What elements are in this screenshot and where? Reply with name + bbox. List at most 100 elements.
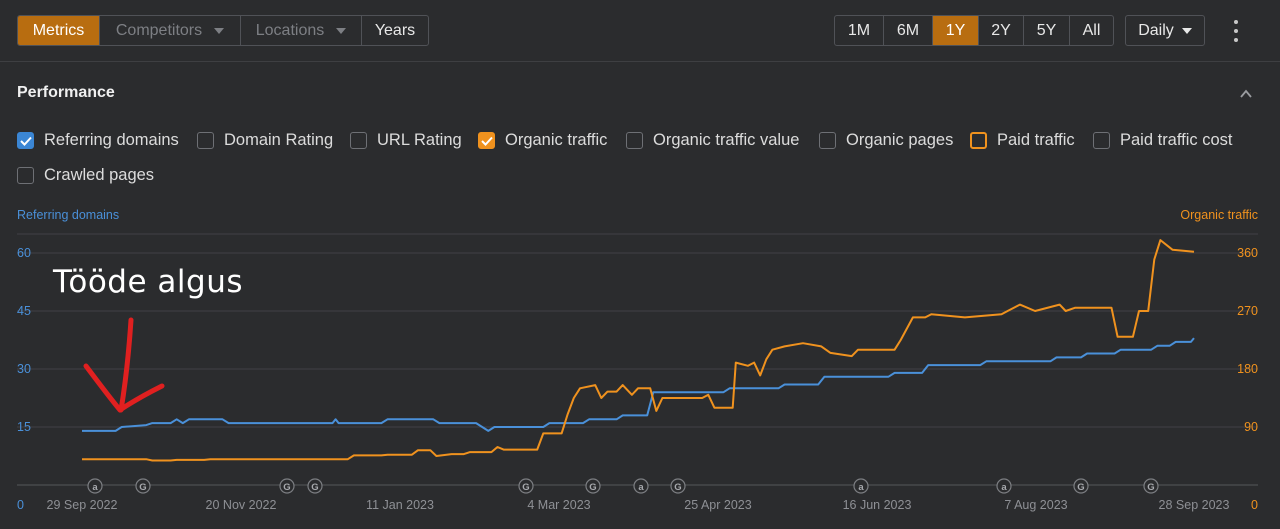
interval-dropdown[interactable]: Daily [1125, 15, 1205, 46]
tab-locations-label: Locations [255, 21, 325, 39]
event-marker-icon [518, 478, 534, 494]
checkbox-checked-icon [17, 132, 34, 149]
tab-metrics[interactable]: Metrics [18, 16, 100, 45]
tab-locations[interactable]: Locations [241, 16, 362, 45]
checkbox-checked-icon [478, 132, 495, 149]
tab-years[interactable]: Years [362, 16, 428, 45]
section-title: Performance [17, 84, 115, 101]
event-marker-icon [633, 478, 649, 494]
event-marker-label: G [311, 482, 318, 493]
x-tick-label: 16 Jun 2023 [843, 498, 912, 512]
checkbox-label: Crawled pages [44, 166, 155, 184]
event-marker-label: G [589, 482, 596, 493]
checkbox-label: Organic traffic value [653, 131, 800, 149]
checkbox-label: Organic traffic [505, 131, 608, 149]
event-marker-label: a [858, 482, 864, 493]
checkbox-unchecked-icon [626, 132, 643, 149]
right-tick-label: 360 [1237, 246, 1258, 260]
x-tick-label: 20 Nov 2022 [206, 498, 277, 512]
x-tick-label: 7 Aug 2023 [1004, 498, 1067, 512]
organic-traffic-line [82, 239, 1195, 462]
x-tick-label: 29 Sep 2022 [47, 498, 118, 512]
event-marker-icon [279, 478, 295, 494]
event-marker-icon [1143, 478, 1159, 494]
checkbox-unchecked-icon [197, 132, 214, 149]
right-axis-title: Organic traffic [1180, 208, 1258, 222]
checkbox-unchecked-icon [350, 132, 367, 149]
checkbox-unchecked-icon [819, 132, 836, 149]
checkbox-crawled-pages[interactable]: Crawled pages [17, 166, 154, 185]
event-marker-icon [87, 478, 103, 494]
checkbox-paid-traffic[interactable]: Paid traffic [970, 131, 1075, 150]
range-1y[interactable]: 1Y [933, 16, 979, 45]
referring-domains-line [82, 337, 1195, 432]
checkbox-domain-rating[interactable]: Domain Rating [197, 131, 333, 150]
checkbox-label: Paid traffic [997, 131, 1075, 149]
checkbox-unchecked-icon [17, 167, 34, 184]
x-tick-label: 25 Apr 2023 [684, 498, 751, 512]
metric-tabs: Metrics Competitors Locations Years [17, 15, 429, 46]
checkbox-label: Referring domains [44, 131, 179, 149]
x-tick-label: 4 Mar 2023 [527, 498, 590, 512]
interval-label: Daily [1138, 21, 1174, 39]
checkbox-referring-domains[interactable]: Referring domains [17, 131, 179, 150]
left-axis-title: Referring domains [17, 208, 120, 222]
checkbox-organic-traffic-value[interactable]: Organic traffic value [626, 131, 799, 150]
tab-competitors[interactable]: Competitors [100, 16, 241, 45]
range-5y[interactable]: 5Y [1024, 16, 1070, 45]
annotation-text: Tööde algus [53, 264, 244, 300]
checkbox-organic-pages[interactable]: Organic pages [819, 131, 953, 150]
event-marker-label: G [674, 482, 681, 493]
checkbox-unchecked-icon [970, 132, 987, 149]
checkbox-label: URL Rating [377, 131, 462, 149]
checkbox-label: Paid traffic cost [1120, 131, 1233, 149]
chevron-down-icon [214, 27, 225, 34]
left-tick-label: 60 [17, 246, 31, 260]
toolbar: Metrics Competitors Locations Years 1M 6… [0, 0, 1280, 62]
tab-years-label: Years [374, 21, 416, 39]
range-2y[interactable]: 2Y [979, 16, 1024, 45]
event-marker-icon [585, 478, 601, 494]
range-all[interactable]: All [1082, 21, 1101, 39]
checkbox-label: Organic pages [846, 131, 954, 149]
annotation-arrow-shaft [118, 317, 134, 413]
range-6m[interactable]: 6M [884, 16, 933, 45]
event-marker-icon [1073, 478, 1089, 494]
event-marker-icon [996, 478, 1012, 494]
right-tick-label: 90 [1244, 420, 1258, 434]
event-marker-label: a [92, 482, 98, 493]
chevron-down-icon [1181, 27, 1192, 34]
range-selector: 1M 6M 1Y 2Y 5Y All [834, 15, 1114, 46]
left-tick-label: 45 [17, 304, 31, 318]
annotation-arrow-head [83, 363, 165, 413]
event-marker-label: G [1077, 482, 1084, 493]
event-marker-label: a [1001, 482, 1007, 493]
tab-competitors-label: Competitors [115, 21, 203, 39]
right-tick-label: 180 [1237, 362, 1258, 376]
x-tick-label: 11 Jan 2023 [366, 498, 434, 512]
chevron-down-icon [336, 27, 347, 34]
event-marker-label: G [139, 482, 146, 493]
event-marker-icon [307, 478, 323, 494]
event-marker-icon [135, 478, 151, 494]
left-tick-label: 15 [17, 420, 31, 434]
chevron-up-icon[interactable] [1240, 88, 1252, 100]
right-tick-label: 270 [1237, 304, 1258, 318]
checkbox-organic-traffic[interactable]: Organic traffic [478, 131, 607, 150]
event-marker-label: G [283, 482, 290, 493]
left-tick-label: 0 [17, 498, 24, 512]
event-marker-icon [670, 478, 686, 494]
checkbox-url-rating[interactable]: URL Rating [350, 131, 462, 150]
event-marker-label: a [638, 482, 644, 493]
range-1m[interactable]: 1M [835, 16, 884, 45]
tab-metrics-label: Metrics [32, 21, 85, 39]
checkbox-unchecked-icon [1093, 132, 1110, 149]
checkbox-paid-traffic-cost[interactable]: Paid traffic cost [1093, 131, 1233, 150]
event-marker-icon [853, 478, 869, 494]
x-tick-label: 28 Sep 2023 [1159, 498, 1230, 512]
more-options-icon[interactable] [1228, 20, 1244, 42]
event-marker-label: G [1147, 482, 1154, 493]
left-tick-label: 30 [17, 362, 31, 376]
right-tick-label: 0 [1251, 498, 1258, 512]
